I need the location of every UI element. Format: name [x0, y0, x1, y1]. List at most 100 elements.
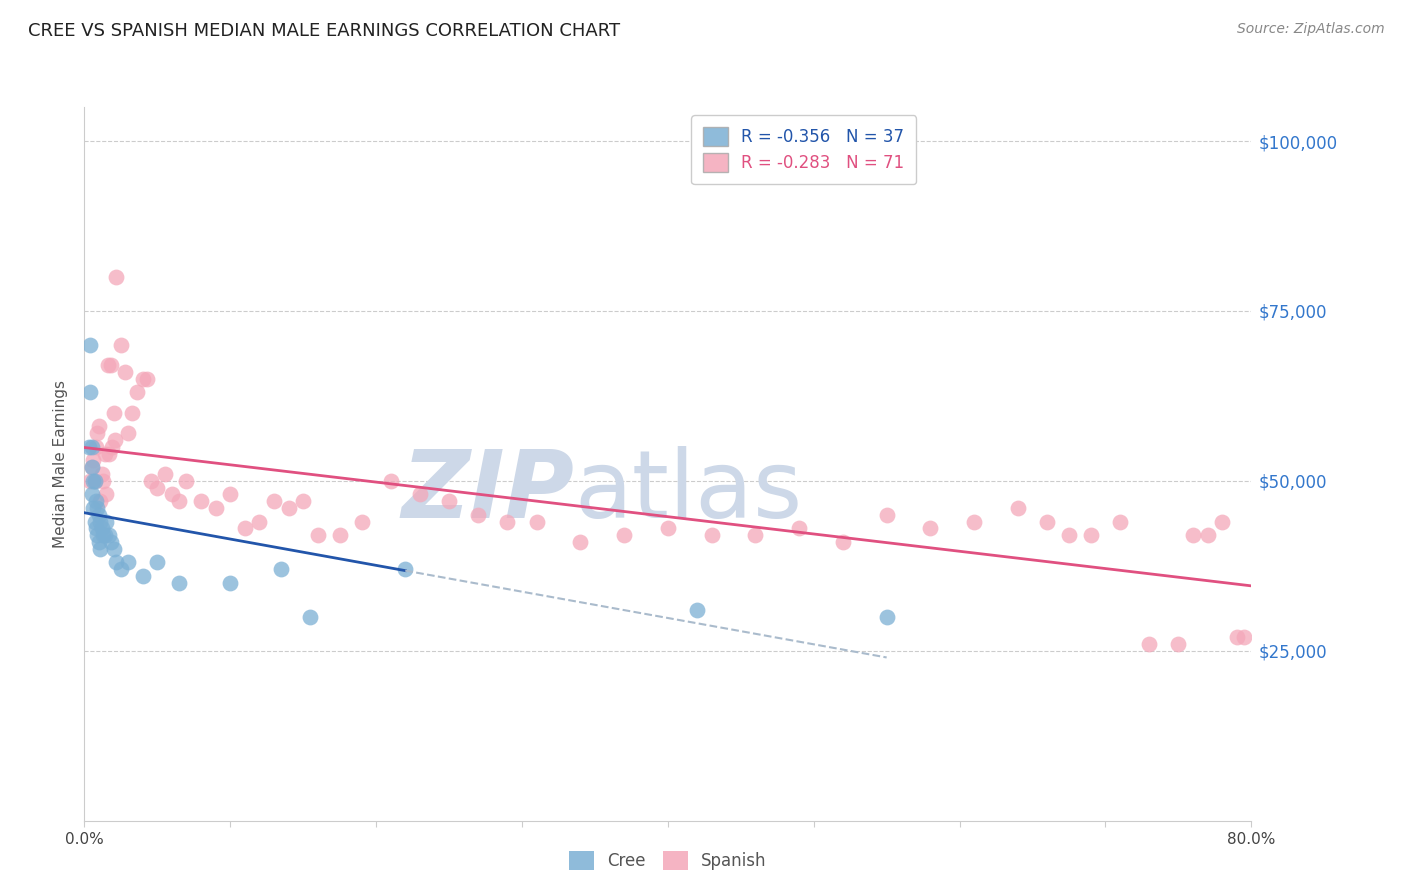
Point [920, 521, 942, 535]
Point [97, 359, 120, 373]
Text: atlas: atlas [575, 446, 803, 539]
Point [219, 487, 242, 501]
Point [1007, 501, 1029, 516]
Point [263, 494, 285, 508]
Point [496, 515, 519, 529]
Point [270, 562, 292, 576]
Point [963, 515, 986, 529]
Point [467, 508, 489, 522]
Point [89, 515, 111, 529]
Point [146, 555, 169, 569]
Point [90, 467, 112, 481]
Point [90, 521, 112, 535]
Point [1167, 637, 1189, 651]
Legend: Cree, Spanish: Cree, Spanish [562, 844, 773, 877]
Point [1036, 515, 1059, 529]
Point [89, 541, 111, 556]
Point [1211, 515, 1233, 529]
Point [86, 501, 108, 516]
Point [409, 487, 432, 501]
Point [299, 609, 322, 624]
Point [787, 521, 810, 535]
Point [132, 372, 155, 386]
Point [84, 494, 107, 508]
Text: Source: ZipAtlas.com: Source: ZipAtlas.com [1237, 22, 1385, 37]
Point [87, 535, 110, 549]
Point [86, 528, 108, 542]
Point [292, 494, 315, 508]
Point [79, 385, 101, 400]
Point [700, 528, 723, 542]
Point [117, 426, 139, 441]
Point [744, 528, 766, 542]
Point [277, 501, 299, 516]
Point [307, 528, 329, 542]
Y-axis label: Median Male Earnings: Median Male Earnings [53, 380, 69, 548]
Point [876, 609, 898, 624]
Point [380, 474, 402, 488]
Point [832, 535, 855, 549]
Point [247, 515, 270, 529]
Point [79, 474, 101, 488]
Point [82, 453, 104, 467]
Point [84, 521, 107, 535]
Point [94, 528, 117, 542]
Point [105, 269, 128, 284]
Point [394, 562, 416, 576]
Point [96, 487, 118, 501]
Point [125, 385, 148, 400]
Point [350, 515, 373, 529]
Point [437, 494, 460, 508]
Point [176, 474, 198, 488]
Point [204, 501, 226, 516]
Point [1197, 528, 1219, 542]
Point [80, 460, 103, 475]
Point [1109, 515, 1132, 529]
Point [1080, 528, 1102, 542]
Point [329, 528, 352, 542]
Point [219, 575, 242, 590]
Point [83, 474, 105, 488]
Point [1233, 630, 1256, 644]
Point [80, 440, 103, 454]
Point [167, 494, 190, 508]
Point [569, 535, 592, 549]
Point [98, 447, 121, 461]
Point [167, 575, 190, 590]
Point [613, 528, 636, 542]
Point [132, 569, 155, 583]
Point [96, 515, 118, 529]
Point [657, 521, 679, 535]
Point [526, 515, 548, 529]
Point [146, 481, 169, 495]
Point [1181, 528, 1204, 542]
Point [103, 541, 125, 556]
Point [114, 365, 136, 379]
Text: ZIP: ZIP [402, 446, 575, 539]
Point [84, 440, 107, 454]
Point [103, 406, 125, 420]
Point [89, 494, 111, 508]
Point [83, 515, 105, 529]
Point [105, 555, 128, 569]
Point [1137, 637, 1160, 651]
Point [141, 474, 163, 488]
Point [82, 501, 104, 516]
Point [110, 562, 132, 576]
Point [87, 508, 110, 522]
Point [121, 406, 143, 420]
Point [79, 338, 101, 352]
Point [94, 447, 117, 461]
Point [1057, 528, 1080, 542]
Point [1226, 630, 1249, 644]
Point [160, 487, 183, 501]
Point [101, 440, 124, 454]
Point [876, 508, 898, 522]
Point [104, 433, 127, 447]
Point [87, 419, 110, 434]
Point [91, 474, 114, 488]
Point [82, 474, 104, 488]
Point [686, 603, 709, 617]
Point [86, 426, 108, 441]
Point [100, 535, 122, 549]
